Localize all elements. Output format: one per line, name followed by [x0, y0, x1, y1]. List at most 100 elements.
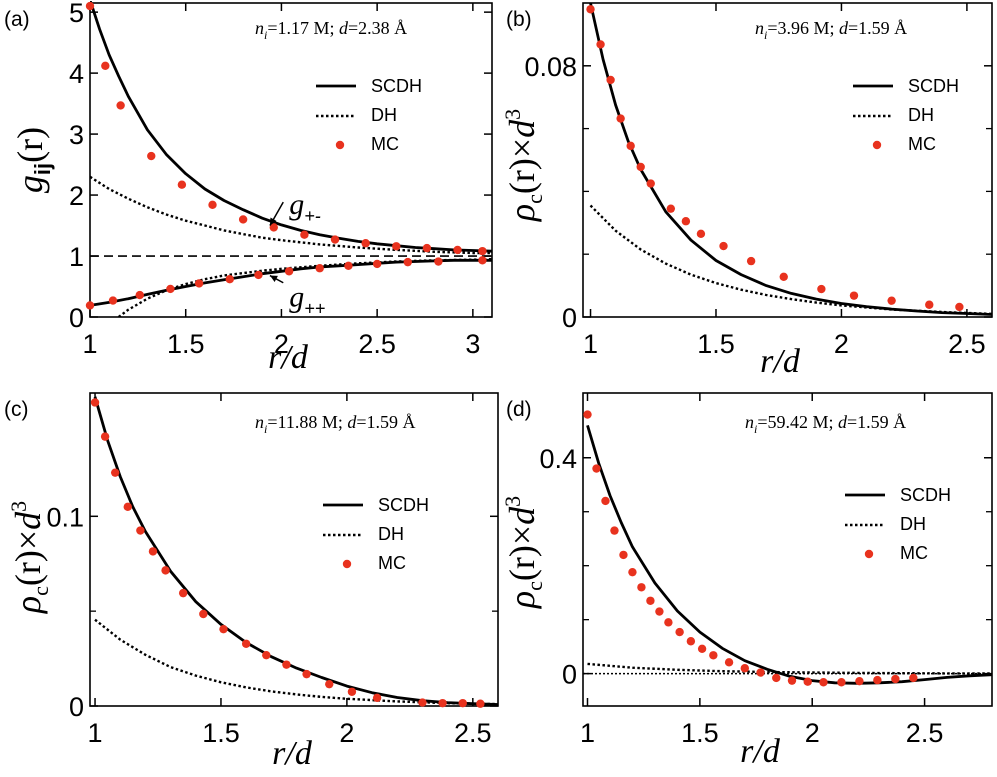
- mc-point: [110, 468, 120, 477]
- mc-point: [583, 410, 592, 419]
- mc-point: [772, 673, 781, 683]
- mc-point: [779, 272, 788, 282]
- y-title-exp: 3: [500, 109, 525, 120]
- ann-d: d: [838, 412, 848, 432]
- x-tick-label: 2: [274, 329, 289, 359]
- y-tick-label: 3: [69, 120, 84, 150]
- mc-point: [740, 664, 750, 673]
- mc-point: [837, 678, 846, 687]
- plot-frame: [582, 2, 993, 318]
- mc-point: [626, 141, 635, 151]
- y-tick-label: 0: [562, 303, 577, 333]
- y-title-arg: (r)×: [502, 525, 542, 581]
- mc-point: [148, 547, 158, 556]
- scdh-line: [586, 425, 992, 685]
- mc-point: [478, 256, 487, 265]
- x-tick-label: 3: [465, 329, 480, 359]
- ann-n: n: [255, 412, 264, 432]
- mc-point: [136, 526, 145, 535]
- mc-point: [610, 526, 619, 535]
- mc-point: [619, 550, 628, 560]
- y-title-d: d: [8, 511, 48, 530]
- ann-n-sub: i: [764, 28, 767, 42]
- mc-point: [178, 588, 188, 598]
- mc-point: [108, 296, 118, 305]
- y-tick-label: 0: [69, 692, 84, 722]
- mc-point: [315, 264, 324, 273]
- ann-n-val: =1.17 M;: [267, 18, 339, 38]
- legend: SCDH DH MC: [853, 76, 959, 154]
- mc-point: [284, 267, 294, 276]
- mc-point: [709, 651, 718, 660]
- mc-point: [453, 245, 462, 255]
- legend: SCDH DH MC: [845, 485, 951, 563]
- mc-point: [208, 200, 217, 210]
- mc-point: [347, 687, 357, 696]
- mc-point: [891, 674, 900, 684]
- y-tick-label: 0: [69, 303, 84, 333]
- curve-label-sub: ++: [304, 299, 325, 319]
- panel-b: 1 1.5 2 2.500.08(b) ni=3.96 M; d=1.59 ÅSCDHD…: [500, 2, 993, 380]
- y-axis-title: ρc(r)×d3: [500, 109, 547, 222]
- y-title-d: d: [502, 119, 542, 138]
- ann-d: d: [347, 412, 357, 432]
- y-title-rho: ρ: [502, 591, 542, 609]
- mc-point: [719, 241, 728, 251]
- mc-point: [596, 40, 605, 49]
- mc-point: [262, 650, 271, 660]
- mc-point: [85, 1, 95, 11]
- mc-point: [592, 464, 601, 473]
- ann-n-val: =11.88 M;: [267, 412, 347, 432]
- legend: SCDH DH MC: [323, 495, 429, 573]
- y-title-sub: ij: [30, 163, 55, 175]
- y-title-rho: ρ: [8, 596, 48, 614]
- mc-point: [166, 284, 175, 294]
- mc-point: [403, 257, 412, 267]
- curve-label: g+-: [289, 188, 321, 226]
- curve-label-sub: +-: [304, 206, 321, 226]
- legend-swatch-mc: [342, 559, 352, 569]
- y-title-rho: ρ: [502, 204, 542, 222]
- y-tick-label: 2: [69, 181, 84, 211]
- x-tick-label: 1: [580, 718, 595, 748]
- x-tick-label: 2.5: [358, 329, 396, 359]
- y-tick-label: 4: [69, 59, 84, 89]
- mc-point: [606, 75, 615, 85]
- ann-n-sub: i: [264, 28, 267, 42]
- mc-point: [418, 698, 427, 707]
- y-tick-label: 0: [562, 660, 577, 690]
- ann-n-sub: i: [754, 422, 757, 436]
- curve-label: g++: [289, 281, 325, 319]
- mc-point: [686, 637, 696, 646]
- ann-d: d: [839, 18, 849, 38]
- concentration-annotation: ni=11.88 M; d=1.59 Å: [255, 412, 416, 436]
- plot-frame: [89, 392, 499, 707]
- series-group: [586, 425, 992, 685]
- mc-point: [819, 678, 828, 687]
- legend-label-scdh: SCDH: [371, 76, 422, 96]
- dh-line: [589, 204, 992, 316]
- mc-point: [681, 217, 691, 226]
- mc-point: [925, 300, 934, 309]
- panel-label: (c): [4, 398, 29, 421]
- mc-point: [101, 61, 110, 70]
- mc-point: [675, 627, 684, 637]
- mc-point: [724, 658, 734, 667]
- mc-point: [873, 675, 882, 685]
- mc-point: [361, 239, 370, 248]
- mc-point: [372, 693, 382, 703]
- mc-point: [746, 256, 756, 266]
- mc-point: [458, 698, 467, 708]
- ann-n: n: [745, 412, 754, 432]
- curve-label-arrowhead: [269, 217, 277, 226]
- mc-point: [123, 502, 132, 512]
- x-tick-label: 1.5: [697, 329, 735, 359]
- mc-point: [655, 607, 664, 616]
- legend-swatch-mc: [335, 140, 345, 150]
- mc-point: [147, 151, 156, 161]
- x-axis-title: r/d: [268, 339, 309, 376]
- panel-c: 1 1.5 2 2.500.1(c)ni=11.88 M; d=1.59 ÅSCDHD…: [4, 392, 499, 772]
- y-title-sub: c: [522, 581, 547, 591]
